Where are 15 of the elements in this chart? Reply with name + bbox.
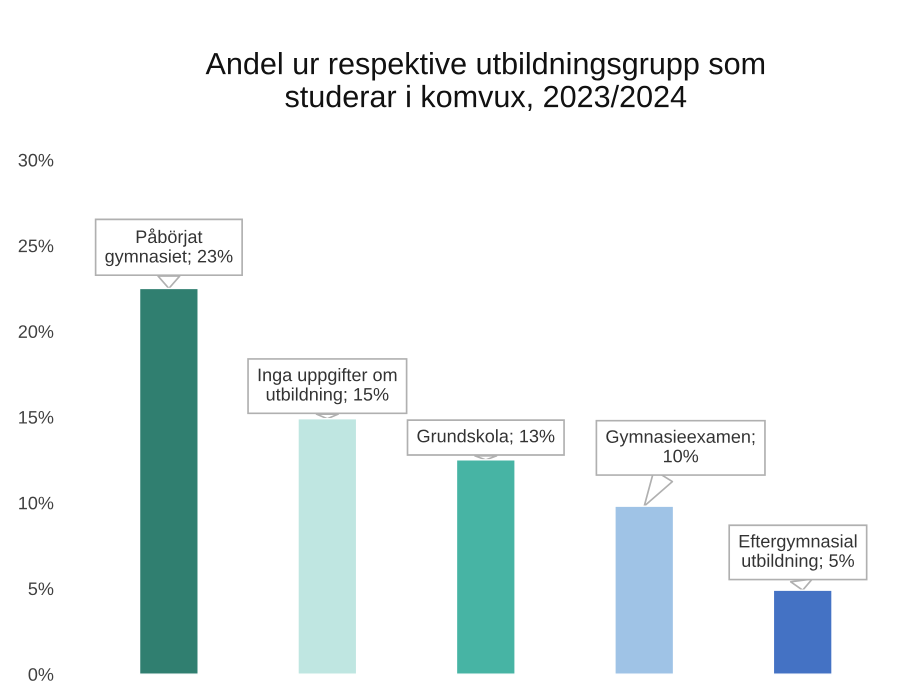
bar	[456, 459, 516, 674]
y-tick-label: 0%	[28, 668, 54, 681]
y-tick-label: 25%	[18, 240, 54, 252]
y-tick-label: 10%	[19, 496, 54, 510]
chart-title: Andel ur respektive utbildningsgrupp som studerar i komvux, 2023/2024	[206, 52, 764, 111]
data-label: Eftergymnasial utbildning; 5%	[740, 534, 856, 571]
bar	[297, 418, 358, 674]
data-label: Grundskola; 13%	[417, 429, 554, 445]
data-label: Inga uppgifter om utbildning; 15%	[258, 368, 396, 404]
y-tick-label: 15%	[19, 411, 54, 424]
y-tick-label: 20%	[18, 325, 54, 338]
data-label: Påbörjat gymnasiet; 23%	[105, 228, 232, 266]
data-label: Gymnasieexamen; 10%	[606, 430, 754, 462]
y-tick-label: 5%	[28, 582, 54, 596]
y-tick-label: 30%	[18, 154, 54, 167]
